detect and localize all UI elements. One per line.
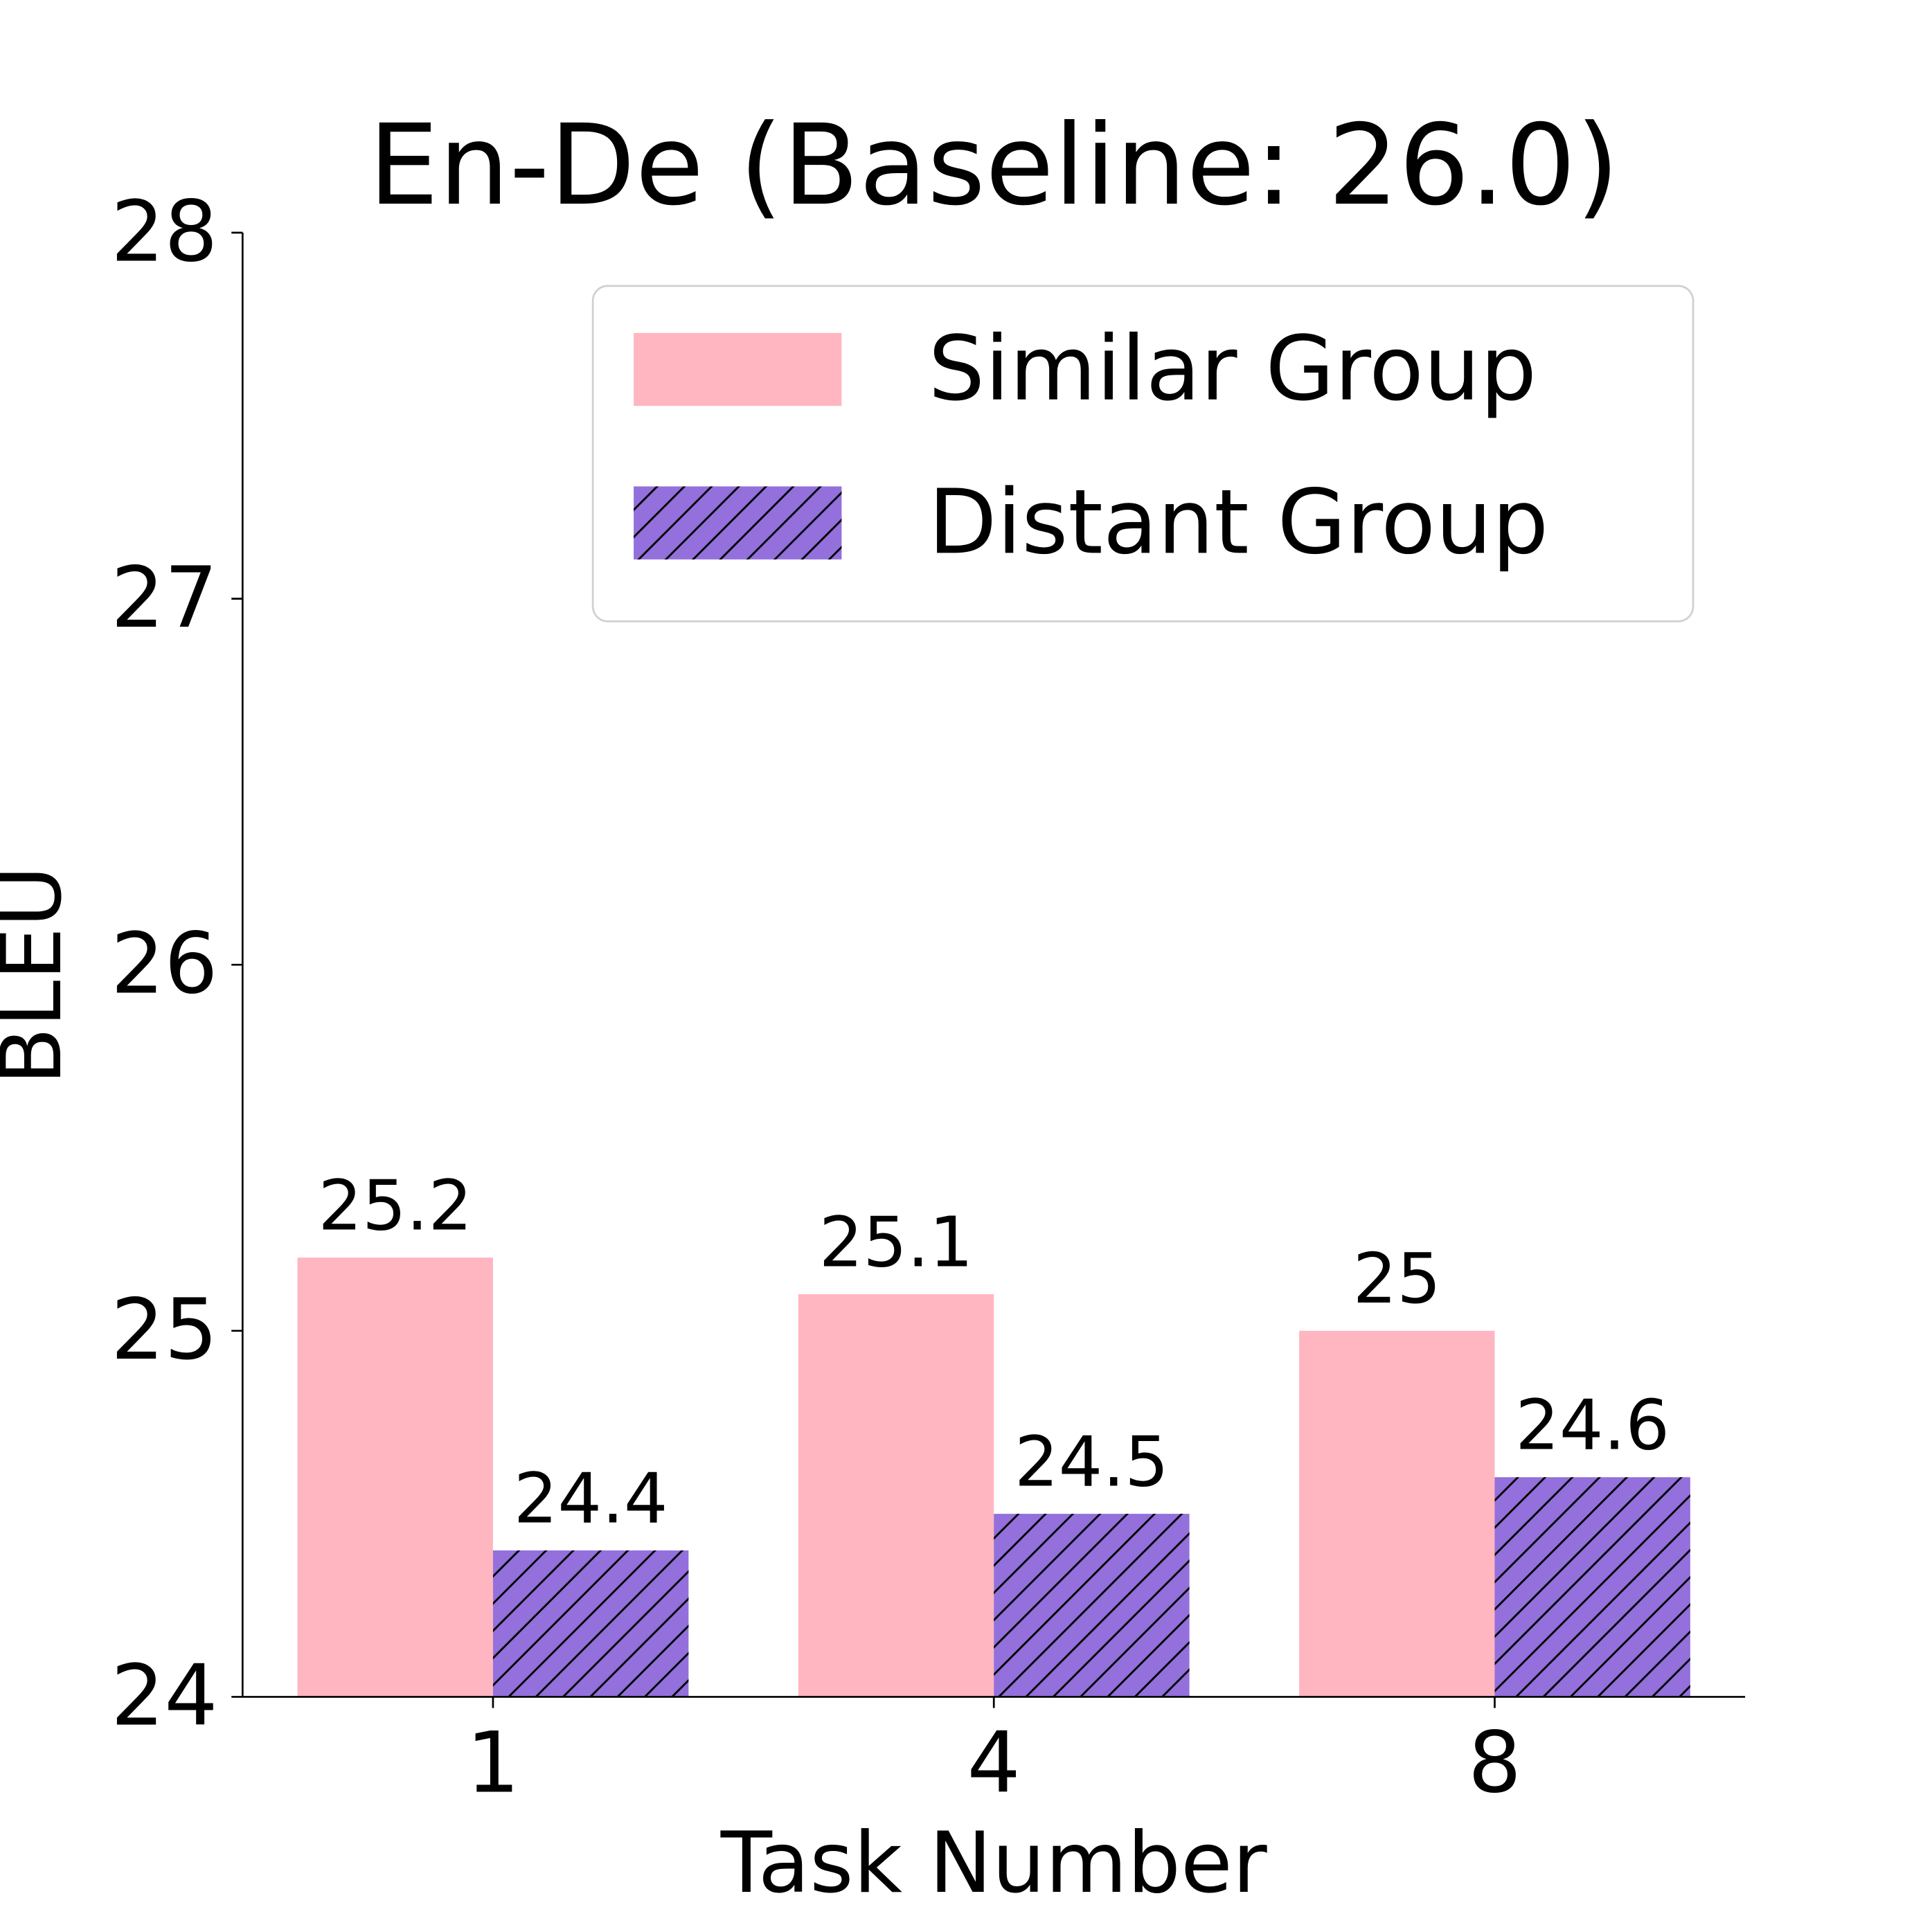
value-label: 24.4 (514, 1458, 668, 1539)
chart-title: En-De (Baseline: 26.0) (368, 100, 1619, 230)
legend-label: Distant Group (928, 471, 1548, 574)
legend-swatch (634, 332, 842, 406)
legend-label: Similar Group (928, 318, 1537, 421)
bar (1494, 1477, 1690, 1697)
x-tick-label: 8 (1468, 1713, 1521, 1812)
value-label: 25 (1353, 1238, 1441, 1319)
legend-box (591, 285, 1694, 623)
x-tick-label: 1 (466, 1713, 519, 1812)
y-tick-label: 28 (111, 182, 218, 280)
y-tick-label: 24 (111, 1647, 218, 1745)
value-label: 24.5 (1014, 1422, 1169, 1503)
value-label: 25.2 (318, 1165, 472, 1246)
bar (492, 1550, 689, 1697)
y-tick-label: 27 (111, 548, 218, 647)
value-label: 25.1 (819, 1201, 974, 1282)
value-label: 24.6 (1515, 1385, 1670, 1466)
bar (1299, 1330, 1495, 1697)
legend-swatch (634, 486, 842, 560)
bar (994, 1514, 1190, 1697)
bar (798, 1294, 994, 1697)
y-tick-label: 26 (111, 915, 218, 1013)
bar (297, 1258, 493, 1697)
x-tick-label: 4 (967, 1713, 1021, 1812)
x-axis-label: Task Number (720, 1814, 1267, 1912)
y-tick-label: 25 (111, 1280, 218, 1379)
y-axis-label: BLEU (0, 866, 80, 1085)
